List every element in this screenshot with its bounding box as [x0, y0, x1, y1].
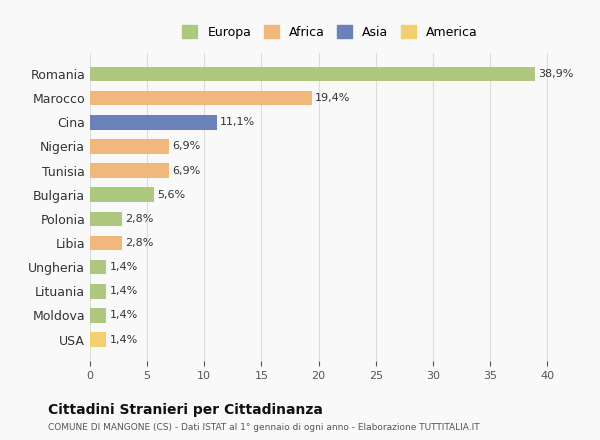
Bar [90, 212, 122, 226]
Text: 2,8%: 2,8% [125, 238, 154, 248]
Text: COMUNE DI MANGONE (CS) - Dati ISTAT al 1° gennaio di ogni anno - Elaborazione TU: COMUNE DI MANGONE (CS) - Dati ISTAT al 1… [48, 423, 479, 432]
Bar [90, 308, 106, 323]
Text: Cittadini Stranieri per Cittadinanza: Cittadini Stranieri per Cittadinanza [48, 403, 323, 417]
Text: 2,8%: 2,8% [125, 214, 154, 224]
Text: 5,6%: 5,6% [157, 190, 185, 200]
Text: 19,4%: 19,4% [315, 93, 350, 103]
Bar [90, 67, 535, 81]
Legend: Europa, Africa, Asia, America: Europa, Africa, Asia, America [176, 19, 484, 45]
Text: 1,4%: 1,4% [109, 334, 137, 345]
Bar [90, 115, 217, 129]
Bar [90, 284, 106, 298]
Text: 1,4%: 1,4% [109, 311, 137, 320]
Text: 1,4%: 1,4% [109, 286, 137, 296]
Text: 11,1%: 11,1% [220, 117, 256, 127]
Bar [90, 91, 312, 106]
Bar [90, 332, 106, 347]
Text: 1,4%: 1,4% [109, 262, 137, 272]
Text: 38,9%: 38,9% [538, 69, 574, 79]
Bar [90, 187, 154, 202]
Text: 6,9%: 6,9% [172, 141, 200, 151]
Bar [90, 139, 169, 154]
Bar [90, 236, 122, 250]
Text: 6,9%: 6,9% [172, 165, 200, 176]
Bar [90, 260, 106, 275]
Bar [90, 163, 169, 178]
